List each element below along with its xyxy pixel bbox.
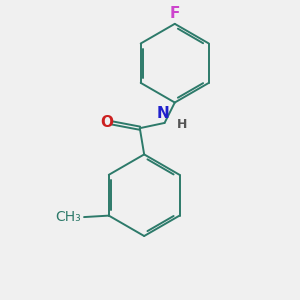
Text: CH₃: CH₃ — [55, 210, 81, 224]
Text: O: O — [100, 116, 113, 130]
Text: N: N — [157, 106, 169, 122]
Text: F: F — [169, 6, 180, 21]
Text: H: H — [177, 118, 187, 131]
